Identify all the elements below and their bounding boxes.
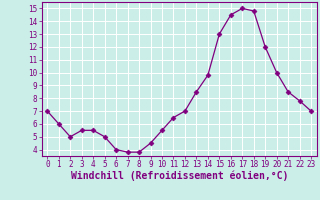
X-axis label: Windchill (Refroidissement éolien,°C): Windchill (Refroidissement éolien,°C) xyxy=(70,171,288,181)
